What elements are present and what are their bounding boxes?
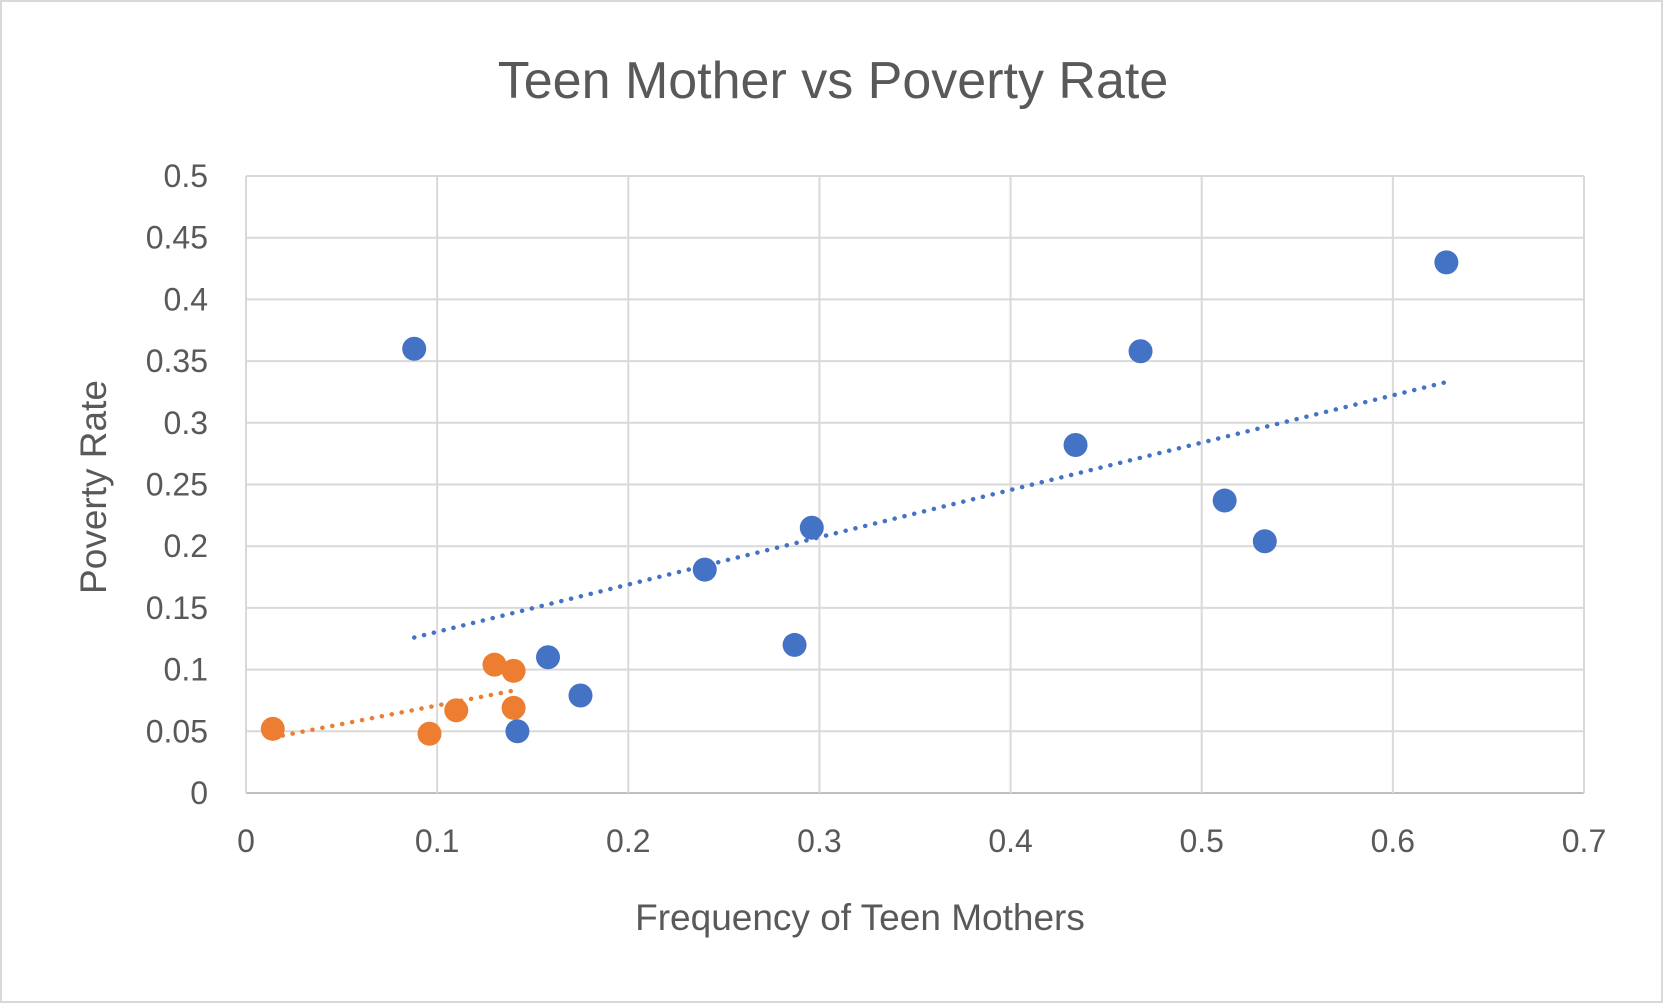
x-tick-label: 0.2 bbox=[606, 823, 650, 859]
y-tick-label: 0.45 bbox=[146, 220, 208, 256]
grid bbox=[245, 175, 1585, 794]
x-tick-label: 0.5 bbox=[1179, 823, 1223, 859]
x-tick-label: 0 bbox=[237, 823, 255, 859]
data-points bbox=[260, 250, 1459, 746]
data-point-series-1 bbox=[1252, 529, 1277, 554]
data-point-series-1 bbox=[782, 632, 807, 657]
x-axis-ticks: 0 0.1 0.2 0.3 0.4 0.5 0.6 0.7 bbox=[237, 823, 1606, 859]
data-point-series-1 bbox=[568, 683, 593, 708]
data-point-series-2 bbox=[260, 716, 285, 741]
x-axis-label: Frequency of Teen Mothers bbox=[635, 897, 1085, 938]
y-axis-label: Poverty Rate bbox=[73, 380, 114, 594]
x-tick-label: 0.1 bbox=[415, 823, 459, 859]
data-point-series-2 bbox=[501, 658, 526, 683]
y-tick-label: 0.2 bbox=[164, 528, 208, 564]
y-tick-label: 0.4 bbox=[164, 281, 208, 317]
x-tick-label: 0.7 bbox=[1562, 823, 1606, 859]
data-point-series-1 bbox=[1128, 339, 1153, 364]
x-tick-label: 0.4 bbox=[988, 823, 1032, 859]
trendline-series-1 bbox=[411, 379, 1449, 640]
data-point-series-1 bbox=[1212, 488, 1237, 513]
data-point-series-2 bbox=[444, 698, 469, 723]
data-point-series-1 bbox=[505, 719, 530, 744]
data-point-series-1 bbox=[536, 645, 561, 670]
data-point-series-2 bbox=[417, 721, 442, 746]
data-point-series-1 bbox=[1063, 433, 1088, 458]
trendline-series-2 bbox=[270, 688, 516, 740]
data-point-series-2 bbox=[501, 695, 526, 720]
y-tick-label: 0.1 bbox=[164, 652, 208, 688]
y-tick-label: 0.05 bbox=[146, 713, 208, 749]
y-tick-label: 0.25 bbox=[146, 467, 208, 503]
chart-title: Teen Mother vs Poverty Rate bbox=[498, 52, 1169, 110]
y-tick-label: 0.35 bbox=[146, 343, 208, 379]
x-tick-label: 0.3 bbox=[797, 823, 841, 859]
data-point-series-1 bbox=[1434, 250, 1459, 275]
x-tick-label: 0.6 bbox=[1371, 823, 1415, 859]
data-point-series-1 bbox=[402, 336, 427, 361]
y-tick-label: 0.5 bbox=[164, 158, 208, 194]
y-axis-ticks: 0 0.05 0.1 0.15 0.2 0.25 0.3 0.35 0.4 0.45 0.5 bbox=[146, 158, 208, 811]
trendlines bbox=[270, 379, 1449, 740]
y-tick-label: 0.3 bbox=[164, 405, 208, 441]
y-tick-label: 0 bbox=[190, 775, 208, 811]
data-point-series-1 bbox=[692, 557, 717, 582]
y-tick-label: 0.15 bbox=[146, 590, 208, 626]
data-point-series-2 bbox=[482, 652, 507, 677]
data-point-series-1 bbox=[799, 515, 824, 540]
